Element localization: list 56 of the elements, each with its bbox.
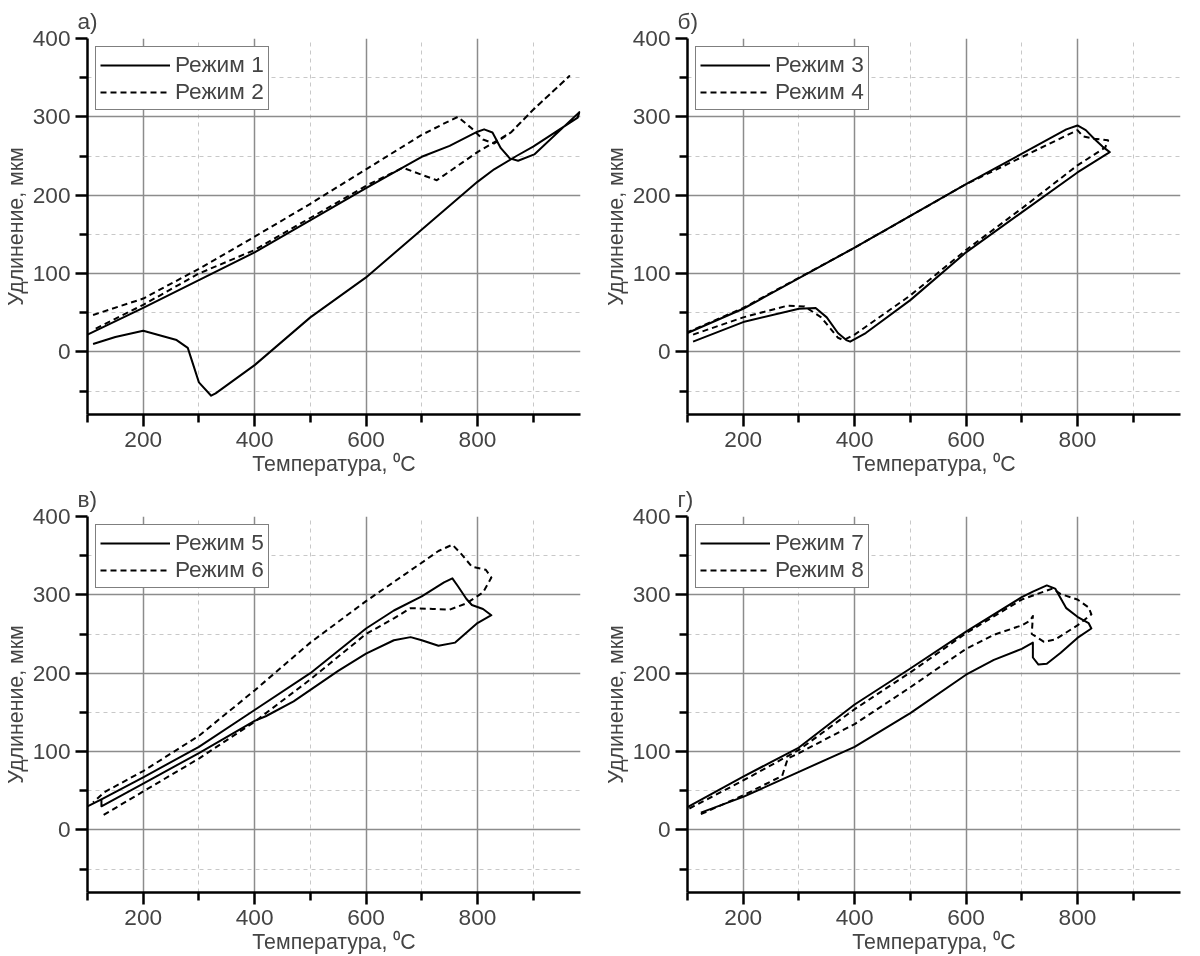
legend-label: Режим 2	[175, 78, 264, 105]
y-tick-label: 200	[32, 181, 71, 208]
y-tick-label: 400	[632, 503, 671, 529]
chart-title: г)	[677, 485, 694, 512]
y-tick-label: 400	[632, 25, 671, 51]
y-tick-label: 200	[632, 659, 671, 686]
legend-label: Режим 3	[775, 51, 864, 78]
y-tick-label: 0	[57, 816, 71, 843]
x-tick-label: 400	[835, 425, 874, 452]
x-tick-label: 400	[235, 425, 274, 452]
x-tick-label: 200	[124, 425, 163, 452]
x-tick-label: 800	[458, 903, 497, 930]
y-tick-label: 0	[657, 816, 671, 843]
y-tick-label: 0	[57, 338, 71, 365]
x-tick-label: 800	[458, 425, 497, 452]
legend-label: Режим 4	[775, 78, 864, 105]
legend-label: Режим 1	[175, 51, 264, 78]
x-tick-label: 600	[947, 903, 985, 930]
y-tick-label: 100	[632, 260, 671, 286]
x-tick-label: 600	[347, 425, 385, 452]
x-axis-title: Температура, ⁰C	[852, 451, 1016, 476]
y-tick-label: 100	[32, 738, 71, 764]
x-tick-label: 400	[835, 903, 874, 930]
y-axis-title: Удлинение, мкм	[603, 147, 628, 306]
legend-label: Режим 7	[775, 529, 864, 556]
y-tick-label: 300	[632, 103, 671, 130]
y-tick-label: 400	[32, 503, 71, 529]
x-tick-label: 800	[1058, 425, 1097, 452]
y-tick-label: 0	[657, 338, 671, 365]
y-tick-label: 100	[32, 260, 71, 286]
x-tick-label: 200	[724, 425, 763, 452]
chart-title: в)	[77, 485, 98, 512]
y-tick-label: 100	[632, 738, 671, 764]
y-tick-label: 300	[632, 581, 671, 608]
y-axis-title: Удлинение, мкм	[3, 625, 28, 784]
x-axis-title: Температура, ⁰C	[852, 929, 1016, 954]
x-tick-label: 200	[124, 903, 163, 930]
y-tick-label: 400	[32, 25, 71, 51]
chart-title: б)	[677, 7, 699, 34]
x-tick-label: 800	[1058, 903, 1097, 930]
x-tick-label: 200	[724, 903, 763, 930]
y-tick-label: 200	[632, 181, 671, 208]
y-axis-title: Удлинение, мкм	[3, 147, 28, 306]
y-tick-label: 200	[32, 659, 71, 686]
y-tick-label: 300	[32, 103, 71, 130]
legend-label: Режим 8	[775, 556, 864, 583]
x-axis-title: Температура, ⁰C	[252, 929, 416, 954]
x-tick-label: 400	[235, 903, 274, 930]
x-axis-title: Температура, ⁰C	[252, 451, 416, 476]
legend-label: Режим 5	[175, 529, 264, 556]
chart-title: а)	[77, 7, 98, 34]
y-tick-label: 300	[32, 581, 71, 608]
y-axis-title: Удлинение, мкм	[603, 625, 628, 784]
x-tick-label: 600	[347, 903, 385, 930]
legend-label: Режим 6	[175, 556, 264, 583]
x-tick-label: 600	[947, 425, 985, 452]
